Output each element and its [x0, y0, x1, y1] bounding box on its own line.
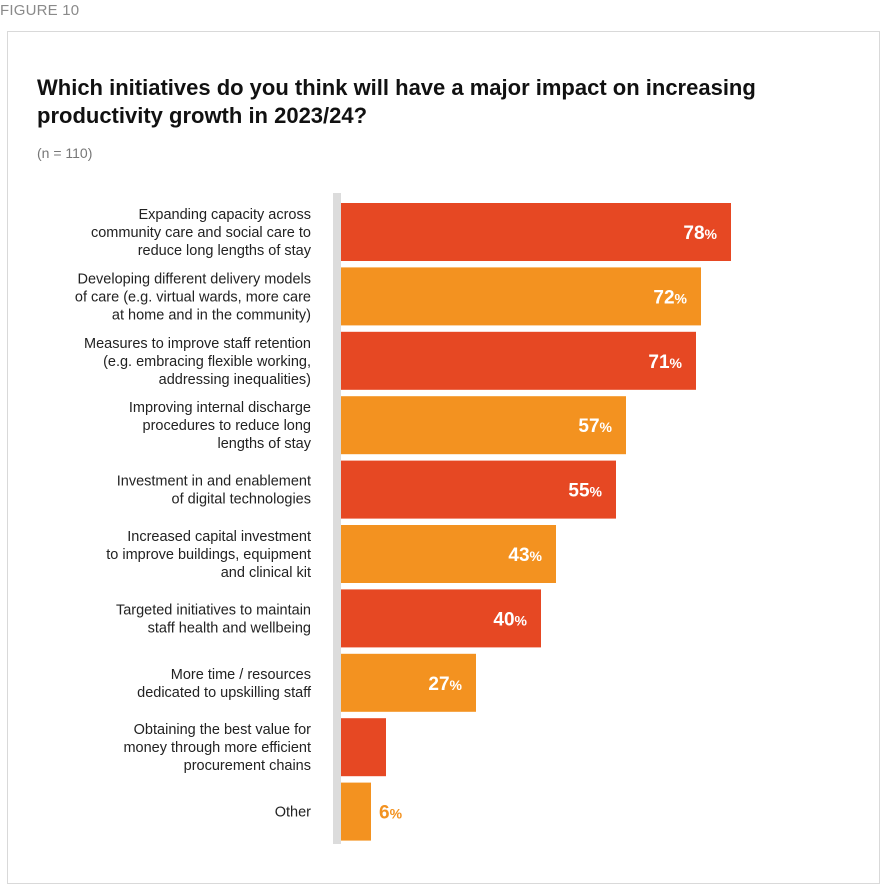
category-label-9: Other: [275, 805, 311, 821]
value-label-8: 9%: [394, 738, 418, 759]
sample-size: (n = 110): [37, 145, 93, 161]
value-label-9: 6%: [379, 803, 403, 824]
category-label-8: Obtaining the best value for money throug…: [123, 722, 311, 774]
bar-4: [341, 460, 616, 519]
bar-5: [341, 525, 556, 583]
category-label-2: Measures to improve staff retention (e.g.…: [84, 336, 311, 388]
category-label-0: Expanding capacity across community care …: [91, 207, 312, 259]
value-label-3: 57%: [578, 416, 612, 437]
category-label-6: Targeted initiatives to maintain staff he…: [116, 602, 311, 636]
bar-8: [341, 718, 386, 777]
category-label-7: More time / resources dedicated to upskil…: [137, 667, 312, 701]
value-label-6: 40%: [493, 609, 527, 630]
category-label-1: Developing different delivery models of c…: [75, 271, 311, 323]
category-label-4: Investment in and enablement of digital t…: [117, 474, 311, 508]
category-label-3: Improving internal discharge procedures t…: [129, 400, 312, 452]
bar-1: [341, 267, 701, 326]
value-label-5: 43%: [508, 545, 542, 566]
value-label-2: 71%: [648, 352, 682, 373]
value-label-4: 55%: [568, 481, 602, 502]
category-label-5: Increased capital investment to improve b…: [106, 529, 311, 581]
bar-6: [341, 589, 541, 648]
value-label-7: 27%: [428, 674, 462, 695]
value-label-1: 72%: [653, 287, 687, 308]
bar-9: [341, 782, 371, 841]
figure-label: FIGURE 10: [0, 2, 80, 19]
value-label-0: 78%: [683, 223, 717, 244]
bar-2: [341, 331, 696, 390]
bar-3: [341, 396, 626, 455]
axis-baseline: [333, 193, 341, 844]
chart-title: Which initiatives do you think will have…: [37, 75, 756, 128]
bar-7: [341, 653, 476, 712]
bar-0: [341, 203, 731, 261]
chart-panel: [7, 31, 880, 884]
bars-group: Expanding capacity across community care …: [75, 203, 731, 841]
